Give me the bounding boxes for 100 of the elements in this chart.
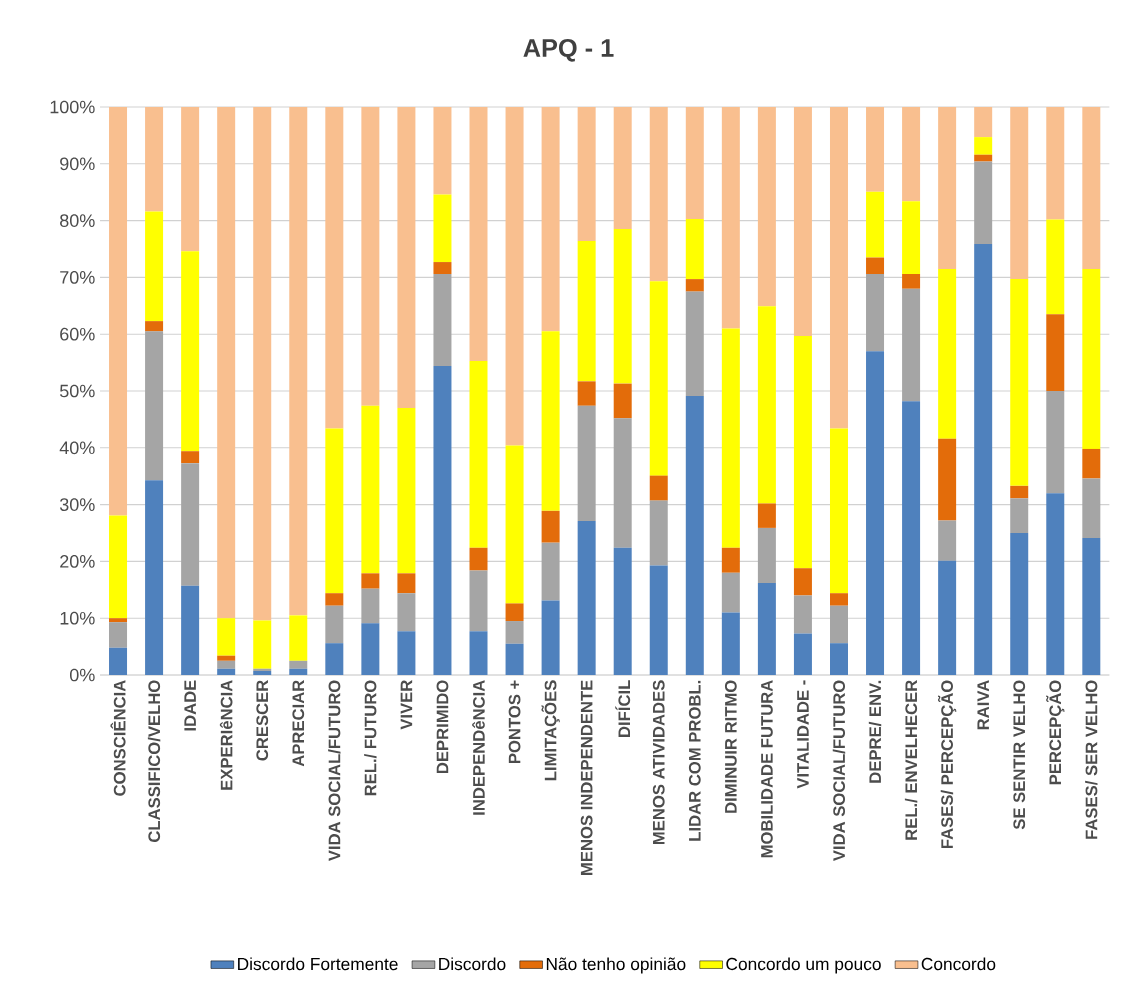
x-tick-label: PONTOS +	[508, 680, 521, 764]
bar	[289, 615, 308, 661]
bar	[649, 107, 668, 282]
bar	[902, 273, 921, 289]
bar	[685, 279, 704, 292]
x-tick-label: SE SENTIR VELHO	[1013, 680, 1026, 830]
bar	[757, 582, 776, 675]
bar	[217, 668, 236, 675]
y-tick-label: 0%	[69, 668, 95, 682]
bar	[505, 603, 524, 622]
x-tick-label: VITALIDADE -	[797, 680, 809, 789]
bar	[217, 107, 236, 619]
bar	[1046, 493, 1065, 675]
bar	[433, 107, 452, 195]
bar	[685, 396, 704, 675]
x-tick-label: PERCEPÇÃO	[1046, 680, 1065, 785]
bar	[325, 428, 344, 594]
x-tick-label: MENOS INDEPENDENTE	[580, 680, 593, 875]
bar	[469, 107, 488, 361]
bar	[721, 547, 740, 573]
bar	[577, 107, 596, 242]
bar	[505, 107, 524, 446]
bar	[613, 547, 632, 675]
bar	[397, 631, 416, 675]
bar	[938, 520, 957, 561]
bar	[145, 211, 164, 322]
legend-label: Discordo Fortemente	[238, 957, 398, 971]
x-tick-label: IDADE	[184, 680, 196, 731]
legend-label: Discordo	[439, 957, 506, 971]
bar	[866, 351, 885, 675]
y-tick-label: 100%	[50, 100, 95, 114]
bar	[1082, 448, 1101, 479]
bar	[721, 612, 740, 675]
bar	[397, 107, 416, 409]
x-tick-label: DIFÍCIL	[615, 680, 631, 737]
x-tick-label: FASES/ PERCEPÇÃO	[937, 680, 957, 849]
bar	[469, 360, 488, 548]
y-tick-label: 30%	[59, 498, 95, 511]
bar	[613, 383, 632, 419]
y-tick-label: 70%	[60, 271, 95, 284]
bar	[1010, 498, 1029, 533]
bar	[505, 445, 524, 604]
bar	[613, 418, 632, 548]
x-tick-label: CRESCER	[256, 680, 269, 761]
bar	[1010, 533, 1029, 675]
x-tick-label: INDEPENDêNCIA	[472, 680, 485, 815]
bar	[541, 542, 560, 601]
bar	[757, 503, 776, 528]
x-tick-label: EXPERIêNCIA	[219, 680, 233, 790]
bar	[721, 328, 740, 548]
y-tick-label: 90%	[60, 157, 95, 171]
bar	[469, 570, 488, 632]
bar	[793, 335, 812, 569]
bar	[109, 622, 128, 648]
legend-label: Não tenho opinião	[546, 957, 686, 974]
bar	[181, 585, 200, 675]
bar	[145, 331, 164, 481]
x-tick-label: CLASSIFICO/VELHO	[147, 680, 161, 842]
y-tick-label: 10%	[60, 611, 95, 625]
y-tick-label: 20%	[60, 555, 95, 568]
x-tick-label: CONSCIÊNCIA	[110, 680, 126, 796]
bar	[253, 620, 272, 669]
bar	[361, 107, 380, 406]
bar	[433, 262, 452, 274]
bar	[541, 510, 560, 543]
x-tick-label: DEPRE/ ENV.	[868, 680, 882, 783]
x-tick-label: LIMITAÇÕES	[541, 680, 560, 781]
bar	[757, 107, 776, 307]
y-tick-label: 40%	[59, 441, 95, 455]
bar	[974, 154, 993, 162]
bar	[829, 107, 848, 429]
bar	[433, 194, 452, 263]
bar	[325, 643, 344, 675]
x-tick-label: MOBILIDADE FUTURA	[761, 680, 773, 858]
x-tick-label: MENOS ATIVIDADES	[652, 680, 665, 845]
bar	[1010, 279, 1029, 486]
bar	[829, 643, 848, 675]
bar	[685, 218, 704, 280]
bar	[325, 593, 344, 606]
bar	[145, 321, 164, 332]
bar	[649, 281, 668, 476]
bar	[721, 572, 740, 613]
bar	[793, 107, 812, 336]
bar	[505, 621, 524, 644]
bar	[181, 451, 200, 464]
bar	[721, 107, 740, 329]
bar	[1082, 538, 1101, 675]
bar	[541, 600, 560, 675]
bar	[974, 107, 993, 138]
bar	[217, 618, 236, 656]
bar	[469, 547, 488, 571]
x-tick-label: APRECIAR	[292, 680, 305, 767]
bar	[541, 331, 560, 511]
bar	[1046, 314, 1065, 391]
bar	[577, 405, 596, 522]
bar	[145, 107, 164, 212]
bar	[109, 515, 128, 619]
bar	[109, 107, 128, 516]
bar	[613, 107, 632, 230]
bar	[469, 631, 488, 675]
